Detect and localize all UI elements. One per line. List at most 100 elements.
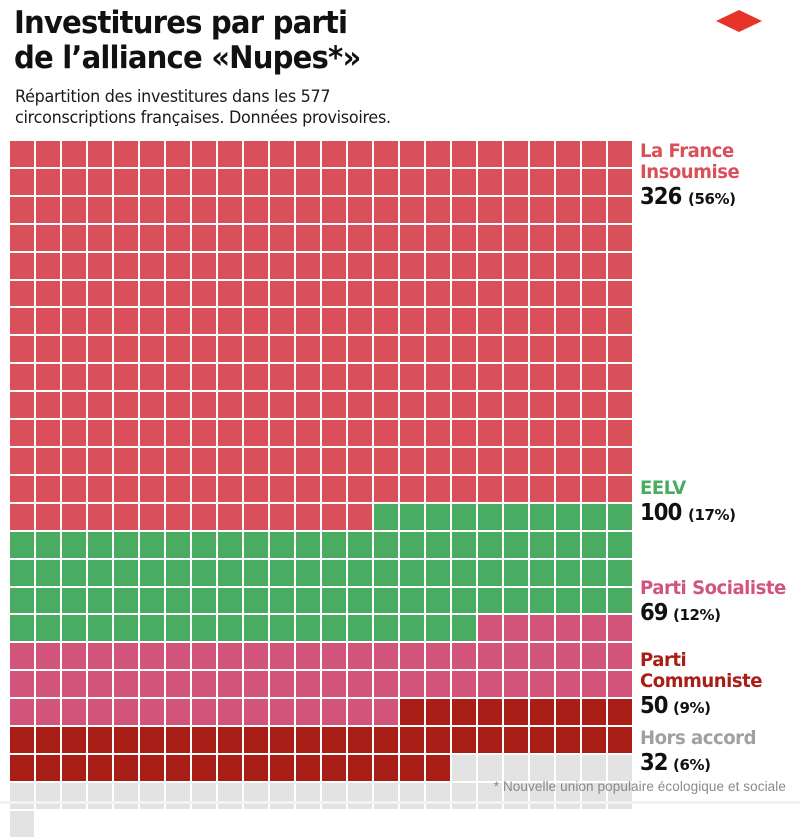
waffle-cell <box>582 699 606 726</box>
waffle-cell <box>62 475 86 502</box>
waffle-cell <box>36 364 60 391</box>
waffle-cell <box>296 475 320 502</box>
legend-item-count: 100 <box>640 500 682 526</box>
waffle-cell <box>192 643 216 670</box>
waffle-cell <box>114 643 138 670</box>
waffle-cell <box>114 699 138 726</box>
waffle-cell <box>530 503 554 530</box>
waffle-cell <box>36 141 60 167</box>
waffle-cell <box>504 420 528 446</box>
waffle-cell <box>374 447 398 474</box>
waffle-cell <box>608 615 632 642</box>
waffle-cell <box>10 615 34 642</box>
waffle-cell <box>478 420 502 446</box>
waffle-cell <box>530 392 554 419</box>
waffle-cell <box>348 531 372 558</box>
waffle-cell <box>530 336 554 363</box>
waffle-cell <box>114 224 138 251</box>
waffle-cell <box>88 447 112 474</box>
waffle-cell <box>296 196 320 223</box>
waffle-cell <box>270 699 294 726</box>
waffle-cell <box>192 364 216 391</box>
waffle-cell <box>400 754 424 781</box>
bottom-rule <box>0 801 800 804</box>
waffle-cell <box>322 727 346 753</box>
waffle-cell <box>374 252 398 279</box>
waffle-cell <box>218 364 242 391</box>
waffle-cell <box>36 671 60 698</box>
waffle-cell <box>374 308 398 335</box>
waffle-cell <box>504 615 528 642</box>
waffle-cell <box>192 141 216 167</box>
waffle-cell <box>478 531 502 558</box>
waffle-cell <box>348 280 372 307</box>
waffle-cell <box>322 141 346 167</box>
waffle-cell <box>270 392 294 419</box>
footnote: * Nouvelle union populaire écologique et… <box>493 779 786 794</box>
waffle-cell <box>114 280 138 307</box>
waffle-cell <box>296 615 320 642</box>
waffle-cell <box>10 503 34 530</box>
waffle-cell <box>322 364 346 391</box>
waffle-cell <box>270 308 294 335</box>
waffle-cell <box>192 754 216 781</box>
waffle-cell <box>114 587 138 614</box>
waffle-cell <box>218 754 242 781</box>
waffle-cell <box>10 364 34 391</box>
waffle-cell <box>192 671 216 698</box>
waffle-cell <box>166 699 190 726</box>
waffle-cell <box>270 531 294 558</box>
waffle-cell <box>452 615 476 642</box>
waffle-cell <box>374 420 398 446</box>
waffle-cell <box>166 754 190 781</box>
waffle-cell <box>166 420 190 446</box>
waffle-cell <box>426 587 450 614</box>
waffle-cell <box>270 559 294 586</box>
waffle-cell <box>426 168 450 195</box>
waffle-cell <box>478 196 502 223</box>
waffle-cell <box>322 643 346 670</box>
header: Investitures par parti de l’alliance «Nu… <box>0 0 800 140</box>
waffle-cell <box>322 615 346 642</box>
waffle-cell <box>426 196 450 223</box>
waffle-cell <box>218 671 242 698</box>
waffle-cell <box>270 336 294 363</box>
waffle-cell <box>192 503 216 530</box>
waffle-cell <box>582 754 606 781</box>
legend-item: EELV 100 (17%) <box>640 478 800 527</box>
legend-item-label: La France Insoumise <box>640 140 740 183</box>
waffle-cell <box>88 615 112 642</box>
waffle-cell <box>10 810 34 837</box>
waffle-cell <box>218 336 242 363</box>
waffle-cell <box>114 447 138 474</box>
waffle-cell <box>556 280 580 307</box>
waffle-cell <box>582 587 606 614</box>
waffle-cell <box>62 615 86 642</box>
waffle-cell <box>426 699 450 726</box>
waffle-cell <box>62 224 86 251</box>
waffle-cell <box>504 727 528 753</box>
waffle-cell <box>218 727 242 753</box>
waffle-cell <box>296 503 320 530</box>
waffle-cell <box>192 447 216 474</box>
waffle-cell <box>192 336 216 363</box>
legend-item-percentage: (6%) <box>673 756 711 774</box>
waffle-cell <box>244 615 268 642</box>
waffle-cell <box>88 754 112 781</box>
waffle-cell <box>608 531 632 558</box>
waffle-cell <box>140 168 164 195</box>
waffle-cell <box>10 141 34 167</box>
waffle-cell <box>322 782 346 809</box>
waffle-cell <box>374 168 398 195</box>
waffle-cell <box>218 420 242 446</box>
waffle-cell <box>244 420 268 446</box>
waffle-cell <box>270 671 294 698</box>
waffle-cell <box>530 168 554 195</box>
waffle-cell <box>114 392 138 419</box>
waffle-cell <box>10 336 34 363</box>
waffle-cell <box>400 727 424 753</box>
waffle-cell <box>140 503 164 530</box>
waffle-cell <box>114 168 138 195</box>
waffle-cell <box>140 671 164 698</box>
waffle-cell <box>166 503 190 530</box>
